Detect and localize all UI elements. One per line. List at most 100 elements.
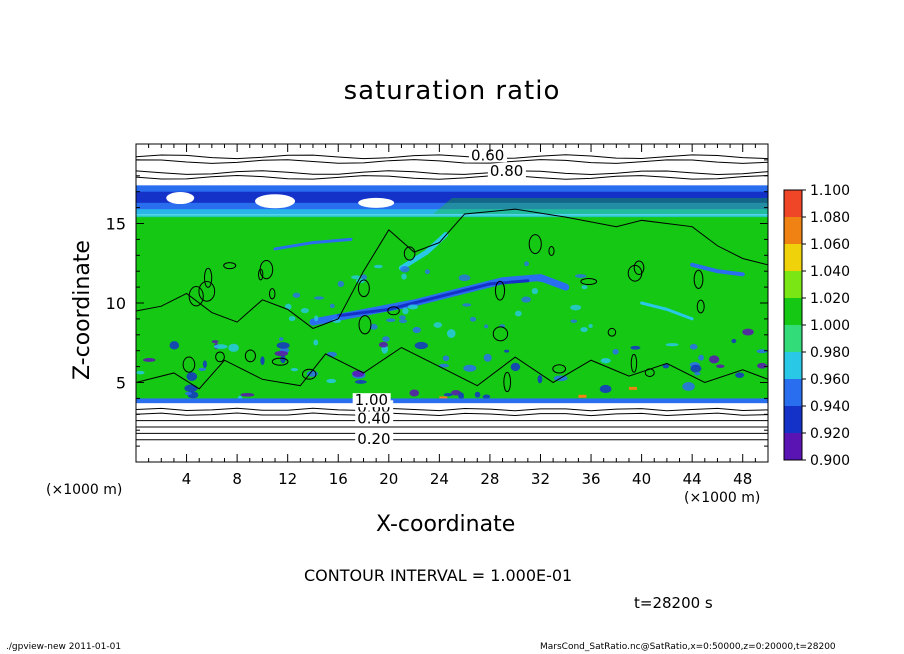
contour-loop — [357, 279, 370, 298]
speckle-mid — [484, 324, 489, 329]
speckle — [326, 351, 337, 357]
speckle — [698, 354, 704, 361]
x-tick-label: 48 — [733, 470, 752, 488]
colorbar-swatch — [784, 325, 802, 352]
speckle-mid — [581, 285, 588, 290]
contour-loop — [223, 262, 237, 270]
x-tick-label: 12 — [278, 470, 297, 488]
colorbar-label: 0.960 — [810, 372, 850, 388]
filament-upper — [398, 232, 449, 271]
band-overlap — [433, 198, 768, 214]
speckle — [742, 328, 754, 336]
filament-right — [690, 262, 745, 277]
speckle — [474, 391, 481, 398]
speckle-mid — [398, 315, 406, 320]
speckle — [630, 345, 641, 350]
contour-1-00-low — [136, 346, 768, 390]
speckle-mid — [332, 318, 342, 323]
cyan-band-edge — [136, 209, 768, 218]
colorbar-swatch — [784, 433, 802, 460]
contour-loop — [198, 280, 216, 302]
speckle — [731, 338, 737, 344]
y-tick-label: 10 — [106, 294, 126, 313]
contour-loop — [607, 327, 617, 337]
speckle — [665, 343, 679, 347]
contour-loop — [203, 267, 213, 288]
contour-loop — [552, 364, 567, 374]
bottom-edge — [136, 398, 768, 405]
lower-white — [136, 403, 768, 462]
contour-lower — [136, 412, 768, 417]
colorbar-label: 0.980 — [810, 345, 850, 361]
contour-label-bg — [468, 148, 507, 163]
speckle-mid — [524, 261, 530, 267]
filament-right-2 — [640, 301, 694, 321]
footer-left: ./gpview-new 2011-01-01 — [6, 642, 122, 652]
contour-lower — [136, 407, 768, 412]
colorbar-swatch — [784, 406, 802, 433]
speckle — [442, 355, 450, 362]
contour-loop — [387, 306, 400, 316]
speckle-mid — [373, 264, 383, 269]
speckle-mid — [313, 296, 325, 300]
contour-loop — [580, 277, 598, 286]
speckle — [184, 384, 198, 393]
x-tick-label: 4 — [182, 470, 192, 488]
speckle — [378, 341, 388, 348]
colorbar-label: 1.040 — [810, 264, 850, 280]
contour-loop — [358, 315, 372, 335]
band-gap — [358, 197, 395, 208]
colorbar-swatch — [784, 298, 802, 325]
blue-band-core — [136, 191, 768, 203]
plot-area: 0.600.800.600.400.201.00 — [136, 144, 768, 462]
contour-label: 1.00 — [355, 391, 388, 409]
speckle — [202, 360, 207, 368]
y-tick-label: 15 — [106, 215, 126, 234]
speckle — [716, 364, 725, 368]
x-unit-label-right: (×1000 m) — [684, 490, 761, 506]
speckle — [694, 372, 701, 376]
speckle-mid — [574, 274, 587, 279]
colorbar-label: 0.900 — [810, 453, 850, 469]
speckle-mid — [554, 281, 562, 288]
colorbar-label: 1.000 — [810, 318, 850, 334]
speckle — [414, 341, 428, 350]
speckle — [483, 353, 492, 362]
colorbar-swatch — [784, 217, 802, 244]
colorbar-label: 1.080 — [810, 210, 850, 226]
speckle — [708, 355, 720, 364]
colorbar-label: 1.060 — [810, 237, 850, 253]
colorbar-label: 0.940 — [810, 399, 850, 415]
speckle — [690, 364, 702, 373]
x-tick-label: 28 — [480, 470, 499, 488]
contour-upper — [136, 174, 768, 180]
contour-loop — [503, 371, 512, 393]
speckle — [537, 375, 543, 384]
speckle-mid — [360, 274, 367, 280]
speckle — [458, 392, 465, 400]
speckle — [756, 349, 768, 354]
contour-upper — [136, 159, 768, 164]
green-field — [136, 215, 768, 402]
x-tick-label: 40 — [632, 470, 651, 488]
contour-loop — [215, 351, 225, 363]
speckle-mid — [570, 319, 578, 323]
speckle — [169, 341, 180, 350]
speckle-mid — [284, 303, 292, 310]
contour-upper — [136, 170, 768, 176]
speckle — [735, 372, 745, 378]
x-tick-label: 8 — [232, 470, 242, 488]
speckle — [184, 391, 192, 396]
contour-loop — [644, 368, 655, 377]
contour-upper — [136, 154, 768, 160]
speckle — [612, 348, 619, 355]
orange-spot — [628, 386, 637, 390]
speckle-mid — [401, 273, 407, 280]
speckle-mid — [433, 322, 443, 328]
contour-label-bg — [355, 411, 394, 426]
speckle — [279, 337, 284, 341]
contour-label: 0.20 — [357, 430, 390, 448]
contour-loop — [494, 280, 506, 301]
speckle-mid — [470, 316, 477, 322]
